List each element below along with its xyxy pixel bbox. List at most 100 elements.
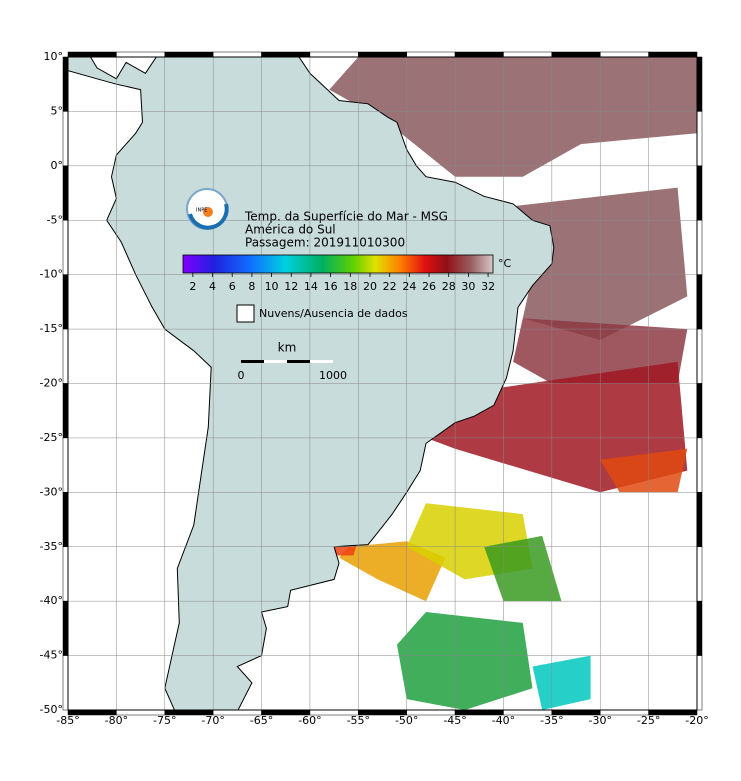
x-tick-label: -70° xyxy=(201,714,224,727)
frame-segment xyxy=(116,709,166,716)
logo-dot xyxy=(203,207,213,217)
y-tick-label: 5° xyxy=(51,104,64,117)
frame-segment xyxy=(212,51,262,58)
map-area xyxy=(68,57,697,710)
frame-segment xyxy=(62,492,69,548)
y-tick-label: -15° xyxy=(40,322,63,335)
frame-segment xyxy=(551,51,601,58)
x-tick-label: -50° xyxy=(395,714,418,727)
frame-segment xyxy=(164,709,214,716)
frame-segment xyxy=(62,600,69,656)
colorbar-tick-label: 32 xyxy=(481,280,495,293)
frame-segment xyxy=(62,165,69,221)
frame-segment xyxy=(67,51,117,58)
frame-segment xyxy=(261,709,311,716)
frame-segment xyxy=(309,709,359,716)
frame-segment xyxy=(261,51,311,58)
y-tick-label: -10° xyxy=(40,268,63,281)
scale-label: 0 xyxy=(238,369,245,382)
frame-segment xyxy=(696,111,703,167)
colorbar xyxy=(182,254,494,274)
colorbar-tick-label: 26 xyxy=(422,280,436,293)
sst-patch xyxy=(339,541,446,602)
x-tick-label: -55° xyxy=(347,714,370,727)
frame-segment xyxy=(62,328,69,384)
frame-segment xyxy=(599,51,649,58)
frame-segment xyxy=(696,492,703,548)
frame-segment xyxy=(696,220,703,275)
x-tick-label: -80° xyxy=(105,714,128,727)
frame-segment xyxy=(696,655,703,711)
frame-segment xyxy=(358,51,407,58)
x-tick-label: -25° xyxy=(637,714,660,727)
colorbar-tick-label: 16 xyxy=(324,280,338,293)
frame-segment xyxy=(696,437,703,493)
overlay: INPE Temp. da Superfície do Mar - MSG Am… xyxy=(40,50,709,727)
colorbar-tick-label: 12 xyxy=(284,280,298,293)
x-tick-label: -65° xyxy=(250,714,273,727)
x-tick-label: -40° xyxy=(492,714,515,727)
frame-segment xyxy=(696,328,703,384)
colorbar-tick-label: 22 xyxy=(383,280,397,293)
y-tick-label: -35° xyxy=(40,540,63,553)
colorbar-tick-label: 20 xyxy=(363,280,377,293)
cloud-legend: Nuvens/Ausencia de dados xyxy=(259,307,408,320)
colorbar-tick-label: 6 xyxy=(229,280,236,293)
frame-segment xyxy=(62,655,69,711)
colorbar-tick-label: 4 xyxy=(209,280,216,293)
sst-patch xyxy=(329,57,697,177)
colorbar-tick-label: 8 xyxy=(248,280,255,293)
colorbar-tick-label: 28 xyxy=(442,280,456,293)
frame-segment xyxy=(406,709,456,716)
frame-segment xyxy=(67,709,117,716)
colorbar-tick-label: 30 xyxy=(461,280,475,293)
x-tick-label: -35° xyxy=(540,714,563,727)
frame-segment xyxy=(164,51,214,58)
frame-segment xyxy=(212,709,262,716)
frame-segment xyxy=(62,111,69,167)
frame-segment xyxy=(696,546,703,602)
cloud-legend-box xyxy=(236,304,255,323)
frame-segment xyxy=(454,51,504,58)
scale-bar-seg xyxy=(310,360,333,363)
frame-segment xyxy=(648,51,698,58)
frame-segment xyxy=(62,546,69,602)
scale-unit: km xyxy=(278,341,297,355)
colorbar-tick-label: 24 xyxy=(402,280,416,293)
frame-segment xyxy=(406,51,456,58)
frame-segment xyxy=(599,709,649,716)
frame-segment xyxy=(503,51,553,58)
frame-segment xyxy=(648,709,698,716)
title: Temp. da Superfície do Mar - MSG xyxy=(244,210,448,224)
scale-bar-seg xyxy=(264,360,287,363)
y-tick-label: -50° xyxy=(40,703,63,716)
region: América do Sul xyxy=(245,223,336,237)
frame-segment xyxy=(358,709,407,716)
sst-patch xyxy=(532,655,591,710)
logo-text: INPE xyxy=(196,208,207,214)
y-tick-label: 0° xyxy=(51,159,64,172)
frame-segment xyxy=(696,165,703,221)
frame-segment xyxy=(696,383,703,439)
y-tick-label: -25° xyxy=(40,431,63,444)
colorbar-tick-label: 18 xyxy=(343,280,357,293)
colorbar-unit: °C xyxy=(498,257,512,270)
x-tick-label: -85° xyxy=(56,714,79,727)
frame-segment xyxy=(696,600,703,656)
colorbar-tick-label: 2 xyxy=(189,280,196,293)
map-frame xyxy=(67,56,698,711)
logo-arc xyxy=(188,203,229,230)
colorbar-tick-label: 14 xyxy=(304,280,318,293)
y-tick-label: 10° xyxy=(44,50,64,63)
frame-segment xyxy=(503,709,553,716)
frame-segment xyxy=(696,56,703,112)
frame-segment xyxy=(62,274,69,330)
y-tick-label: -40° xyxy=(40,594,63,607)
y-tick-label: -45° xyxy=(40,649,63,662)
sst-patch xyxy=(600,448,688,493)
x-tick-label: -60° xyxy=(298,714,321,727)
frame-segment xyxy=(62,56,69,112)
y-tick-label: -30° xyxy=(40,485,63,498)
frame-segment xyxy=(116,51,166,58)
